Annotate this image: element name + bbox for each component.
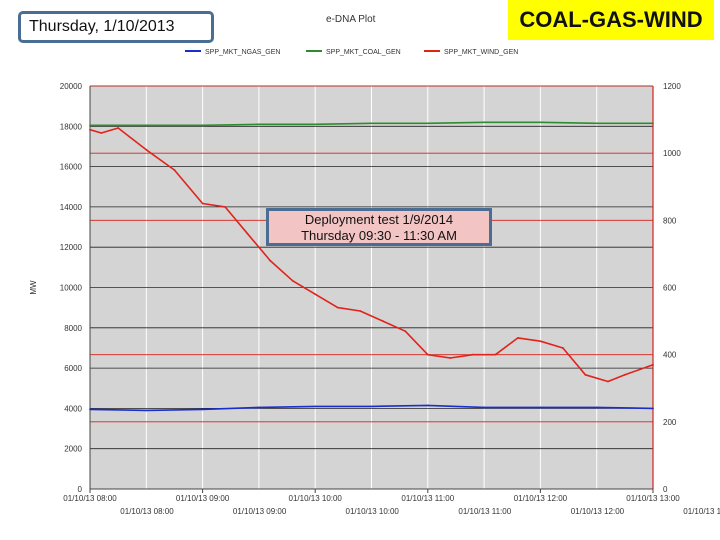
y-tick-label-left: 8000 <box>64 324 82 333</box>
data-point <box>224 206 227 208</box>
data-point <box>652 407 654 410</box>
data-point <box>269 259 272 262</box>
data-point <box>471 353 474 356</box>
data-point <box>359 310 362 312</box>
x-tick-label: 01/10/13 11:00 <box>401 494 454 503</box>
y-axis-label: MW <box>29 280 38 295</box>
data-point <box>173 169 176 171</box>
data-point <box>607 380 609 383</box>
data-point <box>201 124 204 127</box>
data-point <box>516 336 519 339</box>
y-tick-label-left: 10000 <box>60 284 83 293</box>
data-point <box>483 406 485 409</box>
y-tick-label-left: 18000 <box>60 122 83 131</box>
y-tick-label-left: 2000 <box>64 445 82 454</box>
y-tick-label-right: 1200 <box>663 82 681 91</box>
y-tick-label-right: 200 <box>663 418 677 427</box>
data-point <box>314 123 317 126</box>
data-point <box>370 122 373 125</box>
data-point <box>623 373 626 376</box>
data-point <box>201 408 204 411</box>
y-tick-label-right: 400 <box>663 351 677 360</box>
data-point <box>381 320 384 322</box>
y-tick-label-right: 800 <box>663 216 677 225</box>
data-point <box>449 357 452 359</box>
annotation-line-2: Thursday 09:30 - 11:30 AM <box>301 228 457 243</box>
data-point <box>539 406 542 409</box>
x-tick-label: 01/10/13 13:00 <box>626 494 680 503</box>
y-tick-label-left: 0 <box>78 485 83 494</box>
x-tick-label-secondary: 01/10/13 08:00 <box>120 507 174 516</box>
data-point <box>314 405 317 408</box>
y-tick-label-left: 16000 <box>60 163 83 172</box>
data-point <box>584 373 587 376</box>
data-point <box>100 132 103 134</box>
y-tick-label-left: 14000 <box>60 203 83 212</box>
data-point <box>291 279 294 282</box>
data-point <box>652 122 654 125</box>
plot-title: e-DNA Plot <box>326 14 376 25</box>
y-tick-label-right: 1000 <box>663 149 681 158</box>
x-tick-label: 01/10/13 09:00 <box>176 494 230 503</box>
x-tick-label-secondary: 01/10/13 12:00 <box>571 507 625 516</box>
data-point <box>595 122 598 125</box>
title-badge: COAL-GAS-WIND <box>508 0 714 40</box>
date-label: Thursday, 1/10/2013 <box>18 11 214 43</box>
x-tick-label-secondary: 01/10/13 09:00 <box>233 507 287 516</box>
legend-label: SPP_MKT_WIND_GEN <box>444 49 518 56</box>
data-point <box>652 363 654 366</box>
data-point <box>314 293 317 296</box>
data-point <box>258 406 260 409</box>
data-point <box>426 404 429 407</box>
data-point <box>89 128 91 131</box>
x-tick-label: 01/10/13 08:00 <box>63 494 117 503</box>
legend-label: SPP_MKT_NGAS_GEN <box>205 49 280 56</box>
data-point <box>595 406 598 409</box>
y-tick-label-left: 20000 <box>60 82 83 91</box>
data-point <box>145 409 148 412</box>
data-point <box>89 124 91 127</box>
data-point <box>89 408 91 411</box>
x-tick-label: 01/10/13 10:00 <box>289 494 343 503</box>
annotation-line-1: Deployment test 1/9/2014 <box>304 212 454 227</box>
legend-label: SPP_MKT_COAL_GEN <box>326 49 401 56</box>
y-tick-label-right: 600 <box>663 284 677 293</box>
y-tick-label-right: 0 <box>663 485 668 494</box>
data-point <box>117 127 120 129</box>
data-point <box>145 124 148 127</box>
data-point <box>404 330 407 333</box>
data-point <box>539 121 542 124</box>
x-tick-label: 01/10/13 12:00 <box>514 494 568 503</box>
data-point <box>426 353 429 356</box>
data-point <box>426 122 429 125</box>
x-tick-label-secondary: 01/10/13 13:00 <box>683 507 720 516</box>
data-point <box>145 148 148 151</box>
y-tick-label-left: 4000 <box>64 404 82 413</box>
data-point <box>246 232 249 235</box>
x-tick-label-secondary: 01/10/13 11:00 <box>458 507 511 516</box>
data-point <box>562 347 564 349</box>
data-point <box>494 353 497 356</box>
x-tick-label-secondary: 01/10/13 10:00 <box>346 507 400 516</box>
y-tick-label-left: 6000 <box>64 364 82 373</box>
data-point <box>483 121 485 124</box>
y-tick-label-left: 12000 <box>60 243 83 252</box>
data-point <box>201 202 204 205</box>
annotation-box: Deployment test 1/9/2014 Thursday 09:30 … <box>266 208 492 246</box>
series-line <box>89 127 654 383</box>
data-point <box>370 405 373 408</box>
data-point <box>539 340 542 343</box>
data-point <box>336 306 339 309</box>
data-point <box>258 123 260 126</box>
